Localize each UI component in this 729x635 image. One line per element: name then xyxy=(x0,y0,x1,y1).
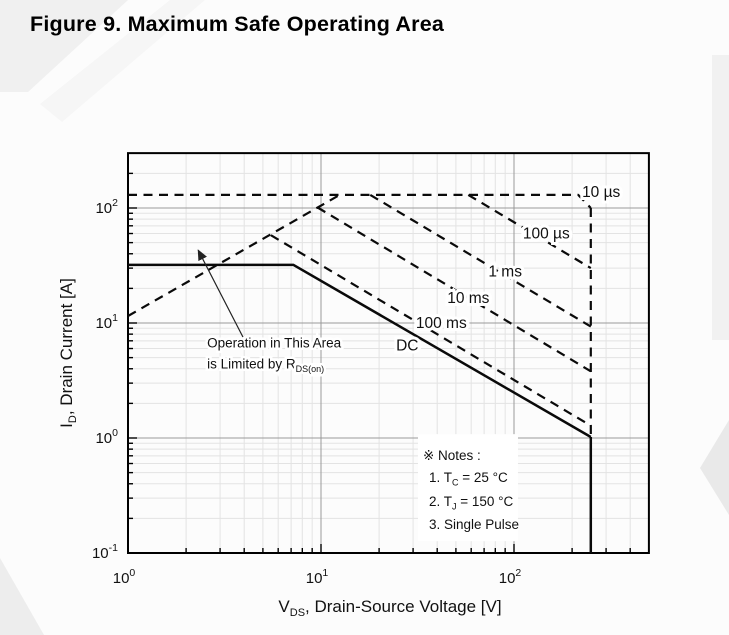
x-tick-label: 102 xyxy=(499,567,522,587)
notes-background xyxy=(417,434,518,542)
x-tick-label: 101 xyxy=(306,567,329,587)
annotation-line2: is Limited by RDS(on) xyxy=(207,357,324,375)
notes-item-2: 2. TJ = 150 °C xyxy=(429,494,514,512)
curve-10us xyxy=(128,193,592,209)
curves xyxy=(127,193,593,553)
curve-label-100-s: 100 µs xyxy=(523,226,570,243)
axis-titles: VDS, Drain-Source Voltage [V] ID, Drain C… xyxy=(57,278,502,619)
notes-box: ※ Notes : 1. TC = 25 °C 2. TJ = 150 °C 3. S… xyxy=(417,434,519,542)
watermark-band-right xyxy=(712,55,729,340)
curve-label-1-ms: 1 ms xyxy=(488,264,522,281)
notes-item-3: 3. Single Pulse xyxy=(429,517,519,532)
annotation-line1: Operation in This Area xyxy=(207,336,342,351)
curve-100us xyxy=(467,193,592,270)
x-tick-label: 100 xyxy=(113,567,136,587)
watermark-wedge-bottom-left xyxy=(0,558,44,635)
curve-dc xyxy=(128,263,592,439)
curve-rds-on-limit xyxy=(127,193,341,317)
watermark-stripe-2 xyxy=(40,0,205,122)
curve-1ms xyxy=(369,193,592,328)
notes-header: ※ Notes : xyxy=(423,448,481,463)
annotation-arrow xyxy=(197,249,244,338)
y-tick-label: 10-1 xyxy=(92,542,118,562)
grid-minor xyxy=(128,153,649,553)
x-axis-title: VDS, Drain-Source Voltage [V] xyxy=(278,597,501,619)
plot-frame xyxy=(127,152,650,555)
y-tick-label: 101 xyxy=(95,312,118,332)
y-axis-title: ID, Drain Current [A] xyxy=(57,278,79,428)
curve-label-10-ms: 10 ms xyxy=(447,290,489,307)
curve-labels: 10 µs 100 µs 1 ms 10 ms 100 ms DC xyxy=(393,181,623,357)
watermark-wedge-right xyxy=(700,420,729,515)
curve-10ms xyxy=(317,206,592,373)
y-tick-label: 102 xyxy=(95,197,118,217)
figure-title: Figure 9. Maximum Safe Operating Area xyxy=(30,12,445,36)
watermark-stripe-top-left xyxy=(0,0,128,92)
annotation: Operation in This Area is Limited by RDS(… xyxy=(197,249,344,377)
curve-label-10-s: 10 µs xyxy=(582,184,620,201)
notes-item-1: 1. TC = 25 °C xyxy=(429,470,508,488)
curve-100ms xyxy=(270,234,592,427)
curve-label-dc: DC xyxy=(396,337,418,354)
curve-label-100-ms: 100 ms xyxy=(416,315,467,332)
tick-labels: 100 101 102 102 101 100 10-1 xyxy=(92,197,521,587)
y-tick-label: 100 xyxy=(95,427,118,447)
